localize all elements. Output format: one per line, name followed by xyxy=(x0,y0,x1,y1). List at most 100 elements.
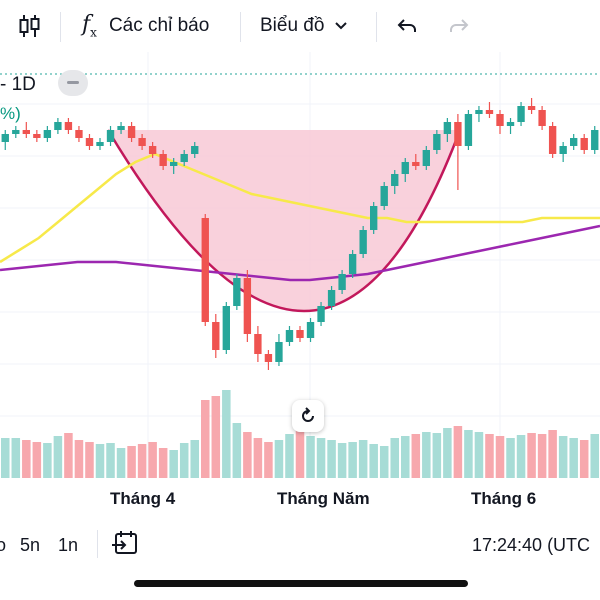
volume-bar xyxy=(264,442,273,478)
price-chart[interactable] xyxy=(0,52,600,478)
clock-timezone[interactable]: 17:24:40 (UTC xyxy=(472,535,591,555)
interval-label: - 1D xyxy=(0,74,36,95)
candle-body xyxy=(64,122,73,130)
top-toolbar: fx Các chỉ báo Biểu đồ xyxy=(0,0,600,52)
volume-bar xyxy=(64,433,73,478)
candle-body xyxy=(359,230,367,254)
candle-body xyxy=(117,126,125,130)
candle-body xyxy=(148,146,157,154)
volume-bar xyxy=(495,436,505,478)
candle-body xyxy=(75,130,83,138)
volume-bar xyxy=(464,430,473,478)
reset-chart-button[interactable] xyxy=(292,400,324,432)
candle-body xyxy=(506,122,515,126)
candle-body xyxy=(33,134,41,138)
candle-body xyxy=(180,154,188,162)
cup-pattern-fill xyxy=(108,130,460,311)
candle-body xyxy=(538,110,546,126)
candle-body xyxy=(391,174,399,186)
redo-icon xyxy=(450,19,469,32)
candle-body xyxy=(401,162,409,174)
x-axis-label-june: Tháng 6 xyxy=(471,489,537,508)
volume-bar xyxy=(22,440,31,478)
candle-body xyxy=(138,138,146,146)
volume-bar xyxy=(558,436,568,478)
candle-body xyxy=(338,274,346,290)
volume-bar xyxy=(411,434,421,478)
chart-canvas xyxy=(0,52,600,478)
volume-bar xyxy=(422,432,431,478)
go-to-date-button[interactable] xyxy=(112,530,140,561)
volume-bar xyxy=(95,444,105,478)
redo-button[interactable] xyxy=(448,0,470,52)
calendar-goto-icon xyxy=(112,531,137,554)
candlestick-type-icon[interactable] xyxy=(18,0,42,52)
chart-type-button[interactable]: Biểu đồ xyxy=(260,0,348,52)
volume-bar xyxy=(222,390,231,478)
x-axis-label-april: Tháng 4 xyxy=(110,489,176,508)
candle-body xyxy=(570,138,578,146)
candle-body xyxy=(496,114,504,126)
candle-body xyxy=(106,130,115,142)
candle-body xyxy=(306,322,315,338)
candle-body xyxy=(243,278,252,334)
candle-body xyxy=(1,134,9,142)
volume-bar xyxy=(506,438,515,478)
candle-body xyxy=(159,154,167,166)
candle-body xyxy=(85,138,94,146)
volume-bar xyxy=(243,432,252,478)
moving-average-purple xyxy=(0,224,600,282)
function-icon: fx xyxy=(82,12,97,40)
volume-bar xyxy=(201,400,210,478)
candle-body xyxy=(327,290,336,306)
x-axis-label-may: Tháng Năm xyxy=(277,489,370,508)
range-button-1d[interactable]: 1n xyxy=(58,535,79,555)
volume-bar xyxy=(337,443,347,478)
volume-bar xyxy=(148,442,157,478)
candle-body xyxy=(264,354,273,362)
chart-type-label: Biểu đồ xyxy=(260,15,325,36)
candle-body xyxy=(191,146,199,154)
range-button-5d[interactable]: 5n xyxy=(20,535,41,555)
volume-bar xyxy=(379,446,389,478)
volume-bar xyxy=(232,423,242,478)
volume-bar xyxy=(85,442,94,478)
collapse-legend-button[interactable] xyxy=(58,70,88,96)
candle-body xyxy=(433,134,441,150)
volume-bar xyxy=(432,433,442,478)
volume-bar xyxy=(53,436,63,478)
volume-bar xyxy=(548,430,557,478)
toolbar-divider xyxy=(60,12,61,42)
candle-body xyxy=(201,218,209,322)
reset-icon xyxy=(302,407,314,422)
volume-bar xyxy=(274,440,284,478)
candle-body xyxy=(170,162,178,166)
volume-bar xyxy=(74,440,84,478)
candle-body xyxy=(127,126,136,138)
volume-bar xyxy=(327,440,336,478)
volume-bar xyxy=(537,434,547,478)
undo-icon xyxy=(397,19,416,32)
volume-bar xyxy=(316,438,326,478)
candle-body xyxy=(380,186,388,206)
volume-bar xyxy=(516,435,526,478)
candle-body xyxy=(412,162,420,166)
candle-body xyxy=(580,138,588,150)
change-percent: %) xyxy=(0,104,21,123)
candle-body xyxy=(591,130,599,150)
candle-body xyxy=(422,150,430,166)
candle-body xyxy=(485,110,494,114)
indicators-button[interactable]: fx Các chỉ báo xyxy=(82,0,209,52)
volume-bar xyxy=(348,442,357,478)
candle-body xyxy=(12,130,20,134)
volume-bar xyxy=(306,436,315,478)
candle-body xyxy=(254,334,262,354)
volume-bar xyxy=(158,448,168,478)
undo-button[interactable] xyxy=(396,0,418,52)
volume-bar xyxy=(169,450,178,478)
home-indicator xyxy=(134,580,468,587)
candle-body xyxy=(222,306,230,350)
candle-body xyxy=(212,322,220,350)
range-button-partial[interactable]: o xyxy=(0,535,7,555)
volume-bar xyxy=(590,434,599,478)
